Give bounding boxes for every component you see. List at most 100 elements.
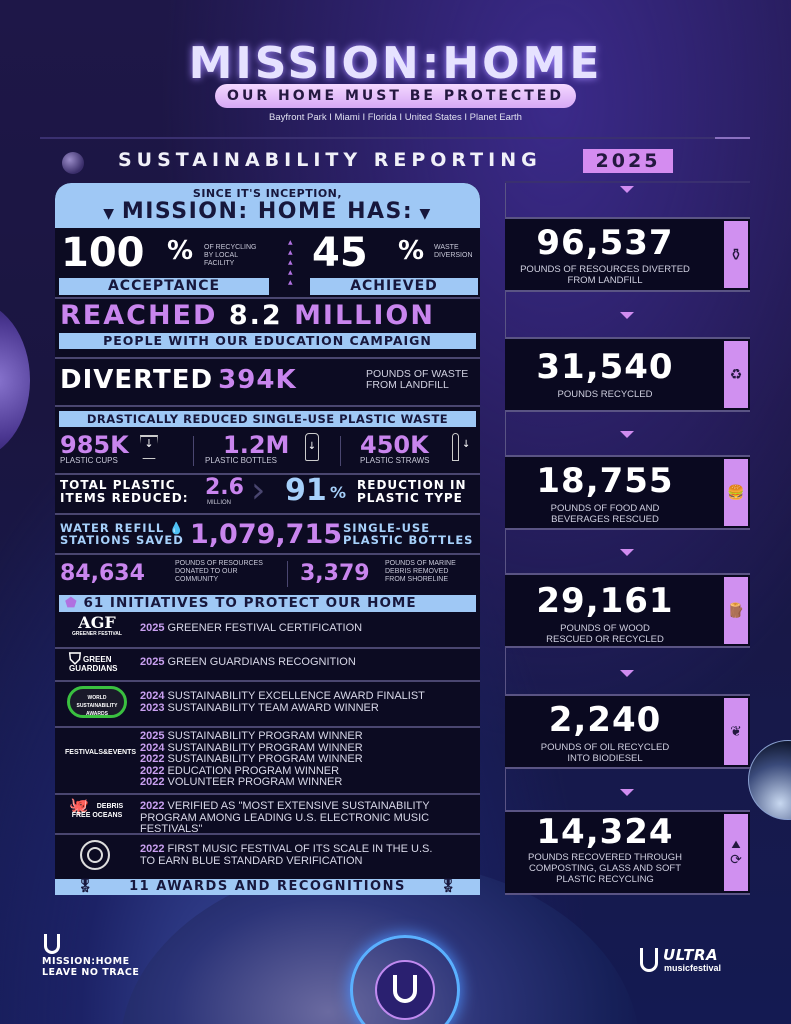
debris-l2: DEBRIS REMOVED [385, 568, 449, 575]
divider [55, 833, 480, 835]
diverted-pre: DIVERTED [60, 365, 214, 395]
donation-l3: COMMUNITY [175, 576, 219, 583]
right-stat-l1: POUNDS OF OIL RECYCLED [540, 742, 670, 753]
award-text: 2024 SUSTAINABILITY EXCELLENCE AWARD FIN… [140, 690, 425, 714]
debris-value: 3,379 [300, 561, 370, 586]
ultra-brand: ULTRA [663, 946, 719, 964]
right-stat-l2: INTO BIODIESEL [567, 753, 643, 764]
award-desc: SUSTAINABILITY EXCELLENCE AWARD FINALIST [164, 690, 425, 702]
award-desc: SUSTAINABILITY PROGRAM WINNER [164, 753, 363, 765]
diverted-desc: POUNDS OF WASTE FROM LANDFILL [366, 369, 468, 391]
stat-value: 45 [312, 230, 368, 276]
footer-left-text: MISSION:HOME LEAVE NO TRACE [42, 956, 139, 978]
stat-desc: OF RECYCLING BY LOCAL FACILITY [204, 244, 269, 268]
awards-footer: 🎖 11 AWARDS AND RECOGNITIONS 🎖 [55, 879, 480, 895]
award-year: 2023 [140, 701, 165, 714]
debris-l1: POUNDS OF MARINE [385, 560, 456, 567]
right-stat-value: 2,240 [548, 700, 662, 740]
water-label: WATER REFILL 💧 STATIONS SAVED [60, 522, 185, 546]
arrow-down-icon [620, 431, 634, 438]
stat-desc-l1: OF RECYCLING [204, 244, 257, 251]
report-title: SUSTAINABILITY REPORTING [118, 149, 542, 171]
wood-log-icon: 🪵 [724, 577, 748, 644]
location-text: Bayfront Park I Miami I Florida I United… [269, 112, 522, 123]
award-row-green-guardians: ⛉ GREEN GUARDIANS 2025 GREEN GUARDIANS RE… [55, 649, 480, 679]
diverted-desc-l2: FROM LANDFILL [366, 379, 449, 391]
right-stat-label: POUNDS RECOVERED THROUGH COMPOSTING, GLA… [505, 852, 705, 885]
debris-free-oceans-logo-text: DEBRIS FREE OCEANS [71, 803, 124, 819]
vertical-sep [287, 561, 288, 587]
debris-desc: POUNDS OF MARINE DEBRIS REMOVED FROM SHO… [385, 560, 456, 584]
stat-unit: % [398, 236, 425, 266]
compost-recycle-icon: ⛰ ⟳ [724, 814, 748, 891]
plastic-item-bottles: 1.2M PLASTIC BOTTLES ↓ [205, 431, 345, 471]
award-line: 2024 SUSTAINABILITY PROGRAM WINNER [140, 741, 363, 755]
donation-l1: POUNDS OF RESOURCES [175, 560, 263, 567]
debris-l3: FROM SHORELINE [385, 576, 449, 583]
awards-footer-text: 11 AWARDS AND RECOGNITIONS [129, 879, 406, 894]
divider [55, 793, 480, 795]
award-row-debris-free-oceans: 🐙 DEBRIS FREE OCEANS 2022 VERIFIED AS "MO… [55, 796, 480, 835]
right-stat-value: 96,537 [536, 223, 674, 263]
award-line: PROGRAM AMONG LEADING U.S. ELECTRONIC MU… [140, 812, 480, 836]
donation-l2: DONATED TO OUR [175, 568, 238, 575]
divider [55, 726, 480, 728]
award-line: 2025 SUSTAINABILITY PROGRAM WINNER [140, 730, 363, 743]
arrow-down-icon [620, 186, 634, 193]
award-desc: SUSTAINABILITY TEAM AWARD WINNER [164, 701, 379, 714]
octopus-icon: 🐙 [69, 798, 89, 815]
award-text: 2022 VERIFIED AS "MOST EXTENSIVE SUSTAIN… [140, 800, 480, 836]
bottle-icon: ↓ [305, 433, 319, 461]
agf-logo: AGF GREENER FESTIVAL [63, 613, 131, 638]
plastic-label: PLASTIC STRAWS [360, 456, 430, 465]
green-guardians-logo: ⛉ GREEN GUARDIANS [63, 652, 131, 674]
award-year: 2025 [140, 730, 165, 742]
divider [55, 357, 480, 359]
award-year: 2022 [140, 764, 165, 777]
water-l1-row: WATER REFILL 💧 [60, 522, 185, 534]
stat-desc: WASTE DIVERSION [434, 244, 473, 260]
right-stat-value: 18,755 [536, 461, 674, 501]
inception-big-row: ▼ MISSION: HOME HAS: ▼ [55, 200, 480, 226]
arrow-down-icon [620, 312, 634, 319]
ultra-logo-icon [640, 948, 658, 972]
total-plastic-value: 2.6 [205, 475, 244, 500]
award-year: 2024 [140, 690, 165, 702]
reduction-value: 91 [285, 473, 327, 508]
straw-icon [452, 433, 459, 461]
award-desc: VOLUNTEER PROGRAM WINNER [164, 776, 343, 788]
award-desc: GREENER FESTIVAL CERTIFICATION [164, 622, 363, 634]
landfill-icon: ⚱ [724, 221, 748, 288]
water-post-l1: SINGLE-USE [343, 521, 431, 535]
stat-label: ACHIEVED [310, 278, 478, 295]
stat-acceptance: 100 % OF RECYCLING BY LOCAL FACILITY ACC… [59, 230, 269, 295]
right-stat-l1: POUNDS OF WOOD [560, 623, 650, 634]
divider [55, 405, 480, 407]
award-ribbon-icon: 🎖 [439, 879, 458, 894]
right-stat-label: POUNDS OF WOOD RESCUED OR RECYCLED [505, 623, 705, 645]
award-desc: GREEN GUARDIANS RECOGNITION [164, 656, 356, 668]
agf-logo-text: AGF [78, 613, 116, 632]
right-stat-label: POUNDS RECYCLED [505, 389, 705, 400]
plastic-value: 985K [60, 431, 129, 459]
award-year: 2022 [140, 800, 165, 812]
caret-down-icon: ▼ [103, 206, 122, 222]
award-row-festivals-events: FESTIVALS&EVENTS 2025 SUSTAINABILITY PRO… [55, 729, 480, 791]
right-stat-food-rescued: 18,755 POUNDS OF FOOD AND BEVERAGES RESC… [505, 455, 750, 530]
right-stat-l2: RESCUED OR RECYCLED [546, 634, 664, 645]
stat-label: ACCEPTANCE [59, 278, 269, 295]
reach-label: PEOPLE WITH OUR EDUCATION CAMPAIGN [59, 333, 476, 349]
green-guardians-logo-text: GREEN GUARDIANS [69, 655, 118, 673]
reach-pre: REACHED [60, 300, 218, 331]
award-line: 2024 SUSTAINABILITY EXCELLENCE AWARD FIN… [140, 690, 425, 703]
reduction-l1: REDUCTION IN [357, 478, 467, 492]
inception-header: SINCE IT'S INCEPTION, ▼ MISSION: HOME HA… [55, 183, 480, 228]
award-year: 2024 [140, 741, 165, 754]
award-line: 2022 EDUCATION PROGRAM WINNER [140, 764, 363, 778]
right-stat-value: 14,324 [536, 812, 674, 852]
total-plastic-unit: MILLION [207, 500, 232, 506]
left-planet [0, 300, 30, 460]
total-l2: ITEMS REDUCED: [60, 491, 189, 505]
arrow-icon: ↓ [462, 439, 471, 450]
header-divider-accent [715, 137, 750, 139]
